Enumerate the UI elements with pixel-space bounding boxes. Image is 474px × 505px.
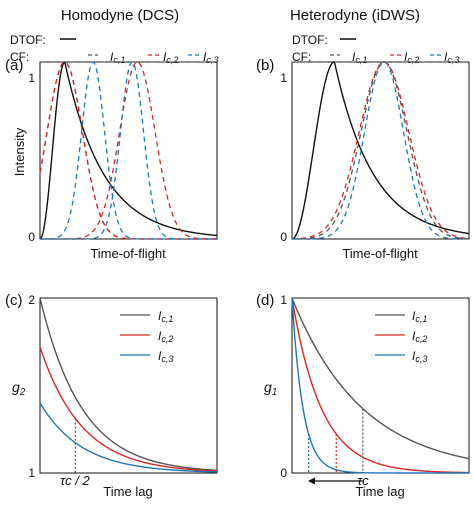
series-line-3-1 xyxy=(291,297,470,474)
legend-b-cf-label: CF: xyxy=(292,50,311,64)
legend-a-ic3-label: Ic,3 xyxy=(203,50,218,65)
ytick-a-top: 1 xyxy=(28,71,35,85)
legend-b-ic2-label: Ic,2 xyxy=(404,50,419,65)
ytick-b-top: 1 xyxy=(280,71,287,85)
series-line-2-1 xyxy=(39,346,218,472)
series-line-0-0 xyxy=(39,61,218,240)
legend-c-ic3-label: Ic,3 xyxy=(158,349,173,364)
series-line-2-2 xyxy=(39,402,218,473)
series-line-0-2 xyxy=(39,61,217,240)
series-line-1-2 xyxy=(291,61,470,240)
ytick-c-top: 2 xyxy=(28,293,35,307)
legend-a-cf-label: CF: xyxy=(10,50,29,64)
ylabel-c: g2 xyxy=(12,379,26,398)
legend-a-dtof-label: DTOF: xyxy=(10,33,46,47)
series-line-1-1 xyxy=(291,61,470,240)
annotation-d: τc xyxy=(357,473,369,488)
xlabel-d: Time lag xyxy=(355,484,404,499)
series-line-0-1 xyxy=(39,61,217,240)
ytick-d-bottom: 0 xyxy=(280,466,287,480)
chart-marks xyxy=(39,61,470,485)
legend-a-ic2-label: Ic,2 xyxy=(163,50,178,65)
ylabel-d: g1 xyxy=(264,379,277,398)
ytick-a-bottom: 0 xyxy=(28,230,35,244)
panel-label-b: (b) xyxy=(256,57,274,74)
legend-d-ic3-label: Ic,3 xyxy=(412,349,427,364)
series-line-1-3 xyxy=(292,61,470,240)
annotation-c: τc / 2 xyxy=(60,473,90,488)
legend-b-dtof-label: DTOF: xyxy=(292,33,328,47)
legend-c-ic1-label: Ic,1 xyxy=(158,309,173,324)
legend-a-ic1-label: Ic,1 xyxy=(110,50,125,65)
legend-b-ic1-label: Ic,1 xyxy=(352,50,367,65)
series-line-3-0 xyxy=(291,297,470,460)
series-line-1-0 xyxy=(291,61,470,240)
legend-d-ic2-label: Ic,2 xyxy=(412,329,427,344)
panel-label-a: (a) xyxy=(5,57,23,74)
title-left: Homodyne (DCS) xyxy=(61,7,179,24)
xlabel-b: Time-of-flight xyxy=(342,246,418,261)
xlabel-c: Time lag xyxy=(103,484,152,499)
ytick-c-bottom: 1 xyxy=(28,466,35,480)
ylabel-a: Intensity xyxy=(12,127,27,176)
series-line-2-0 xyxy=(39,297,218,472)
plot-frame-d xyxy=(291,297,470,474)
plot-frame-c xyxy=(39,297,218,474)
panel-label-c: (c) xyxy=(5,292,23,309)
series-line-0-4 xyxy=(39,61,217,240)
panel-label-d: (d) xyxy=(256,292,274,309)
title-right: Heterodyne (iDWS) xyxy=(290,7,420,24)
plot-frame-b xyxy=(291,61,470,240)
ytick-d-top: 1 xyxy=(280,293,287,307)
legend-d-ic1-label: Ic,1 xyxy=(412,309,427,324)
series-line-0-5 xyxy=(40,61,217,240)
legend-c-ic2-label: Ic,2 xyxy=(158,329,173,344)
series-line-3-2 xyxy=(291,297,469,474)
xlabel-a: Time-of-flight xyxy=(90,246,166,261)
plot-frame-a xyxy=(39,61,218,240)
arrow-head xyxy=(307,477,315,485)
ytick-b-bottom: 0 xyxy=(280,230,287,244)
series-line-0-3 xyxy=(40,61,217,240)
legend-b-ic3-label: Ic,3 xyxy=(444,50,459,65)
